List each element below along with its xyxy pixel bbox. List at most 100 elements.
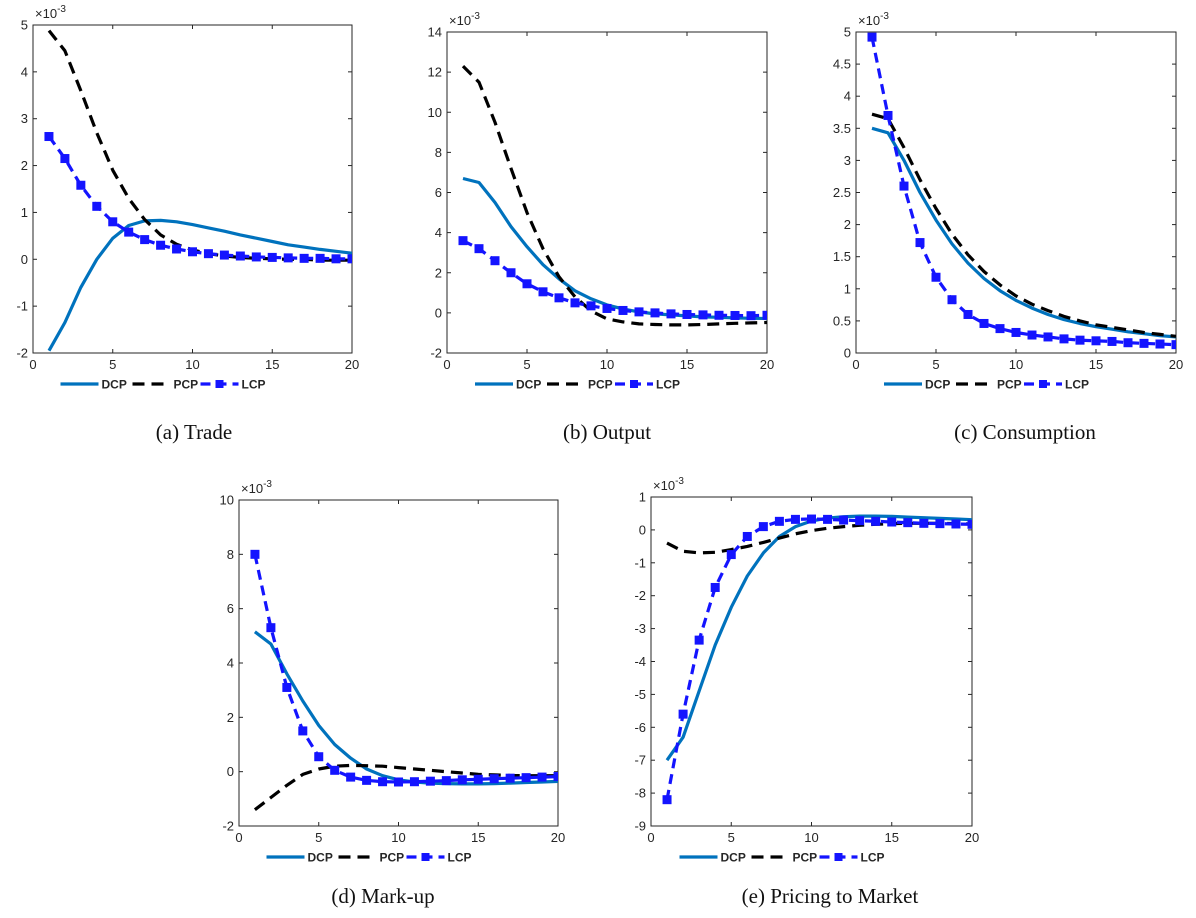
lcp-marker (458, 236, 468, 246)
y-tick-label: 2 (21, 158, 28, 173)
x-tick-label: 5 (932, 357, 939, 372)
lcp-marker (883, 110, 893, 120)
x-tick-label: 10 (1009, 357, 1023, 372)
lcp-marker (490, 256, 500, 266)
y-tick-label: -7 (634, 753, 646, 768)
y-tick-label: 8 (227, 547, 234, 562)
y-tick-label: -2 (634, 588, 646, 603)
x-tick-label: 5 (728, 830, 735, 845)
y-tick-label: 2 (435, 265, 442, 280)
y-tick-label: 0 (227, 764, 234, 779)
chart-consumption: 0 5 10 15 20 0 0.5 1 1.5 2 2.5 3 3.5 4 4.5 5 ×10-3 DCP PCP… (833, 11, 1183, 392)
lcp-marker (235, 251, 245, 261)
x-tick-label: 10 (391, 830, 405, 845)
lcp-marker (505, 773, 515, 783)
legend-dcp-label: DCP (721, 851, 746, 865)
y-tick-label: 3.5 (833, 121, 851, 136)
x-tick-label: 5 (523, 357, 530, 372)
y-tick-label: 0 (844, 346, 851, 361)
lcp-marker (219, 250, 229, 260)
x-tick-label: 20 (345, 357, 359, 372)
lcp-marker (666, 309, 676, 319)
y-tick-label: -5 (634, 687, 646, 702)
lcp-marker (903, 518, 913, 528)
legend-pcp-label: PCP (588, 378, 613, 392)
legend-lcp-marker (421, 853, 430, 861)
legend-lcp-marker (630, 380, 638, 388)
legend-pcp-label: PCP (997, 378, 1022, 392)
lcp-marker (919, 518, 929, 528)
lcp-marker (710, 582, 720, 592)
lcp-marker (538, 287, 548, 297)
legend-lcp-label: LCP (656, 378, 680, 392)
x-tick-label: 10 (600, 357, 614, 372)
lcp-marker (762, 310, 767, 320)
lcp-marker (790, 514, 800, 524)
lcp-marker (44, 132, 54, 142)
lcp-marker (682, 309, 692, 319)
y-tick-label: -2 (430, 346, 442, 361)
series-pcp-line (461, 64, 767, 327)
x-tick-label: 20 (1169, 357, 1183, 372)
y-tick-label: 2 (227, 710, 234, 725)
y-tick-label: -1 (16, 299, 28, 314)
axis-exponent: ×10-3 (35, 4, 66, 21)
lcp-marker (730, 310, 740, 320)
y-tick-label: 0 (435, 305, 442, 320)
legend-pcp-label: PCP (174, 378, 199, 392)
legend-pcp-label: PCP (793, 851, 818, 865)
lcp-marker (124, 227, 134, 237)
lcp-marker (554, 293, 564, 303)
lcp-marker (299, 253, 309, 263)
lcp-marker (250, 549, 260, 559)
lcp-marker (172, 244, 182, 254)
y-tick-label: 4 (227, 656, 234, 671)
lcp-marker (282, 682, 292, 692)
series-pcp-line (871, 112, 1176, 338)
lcp-marker (346, 772, 356, 782)
lcp-marker (967, 519, 972, 529)
lcp-marker (1059, 334, 1069, 344)
lcp-marker (935, 519, 945, 529)
legend-dcp-label: DCP (308, 851, 333, 865)
lcp-marker (425, 776, 435, 786)
lcp-marker (746, 311, 756, 321)
y-tick-label: 4 (435, 225, 442, 240)
lcp-marker (887, 517, 897, 527)
y-tick-label: 0 (21, 252, 28, 267)
lcp-marker (618, 305, 628, 315)
lcp-marker (871, 516, 881, 526)
lcp-marker (1091, 336, 1101, 346)
lcp-marker (807, 514, 816, 524)
lcp-marker (76, 180, 86, 190)
lcp-marker (330, 765, 340, 775)
lcp-marker (915, 238, 925, 248)
lcp-marker (742, 531, 752, 541)
lcp-marker (947, 295, 957, 305)
legend-dcp-label: DCP (516, 378, 541, 392)
legend-lcp-label: LCP (448, 851, 472, 865)
y-tick-label: -6 (634, 720, 646, 735)
legend-lcp-label: LCP (242, 378, 266, 392)
x-tick-label: 15 (885, 830, 899, 845)
x-tick-label: 0 (443, 357, 450, 372)
legend-lcp-label: LCP (1065, 378, 1089, 392)
series-pcp-line (253, 763, 558, 811)
lcp-marker (1075, 335, 1085, 345)
series-dcp-line (871, 126, 1176, 339)
lcp-marker (188, 247, 197, 257)
x-tick-label: 5 (109, 357, 116, 372)
y-tick-label: 5 (21, 18, 28, 33)
lcp-marker (506, 268, 516, 278)
y-tick-label: 1.5 (833, 249, 851, 264)
axis-exponent: ×10-3 (653, 476, 684, 493)
y-tick-label: 3 (21, 111, 28, 126)
y-tick-label: 4.5 (833, 57, 851, 72)
lcp-marker (694, 635, 704, 645)
y-tick-label: -4 (634, 654, 646, 669)
y-tick-label: 1 (844, 281, 851, 296)
y-tick-label: 12 (428, 65, 442, 80)
lcp-marker (774, 516, 784, 526)
